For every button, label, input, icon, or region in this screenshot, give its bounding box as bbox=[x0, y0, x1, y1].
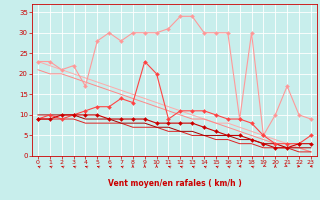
X-axis label: Vent moyen/en rafales ( km/h ): Vent moyen/en rafales ( km/h ) bbox=[108, 179, 241, 188]
